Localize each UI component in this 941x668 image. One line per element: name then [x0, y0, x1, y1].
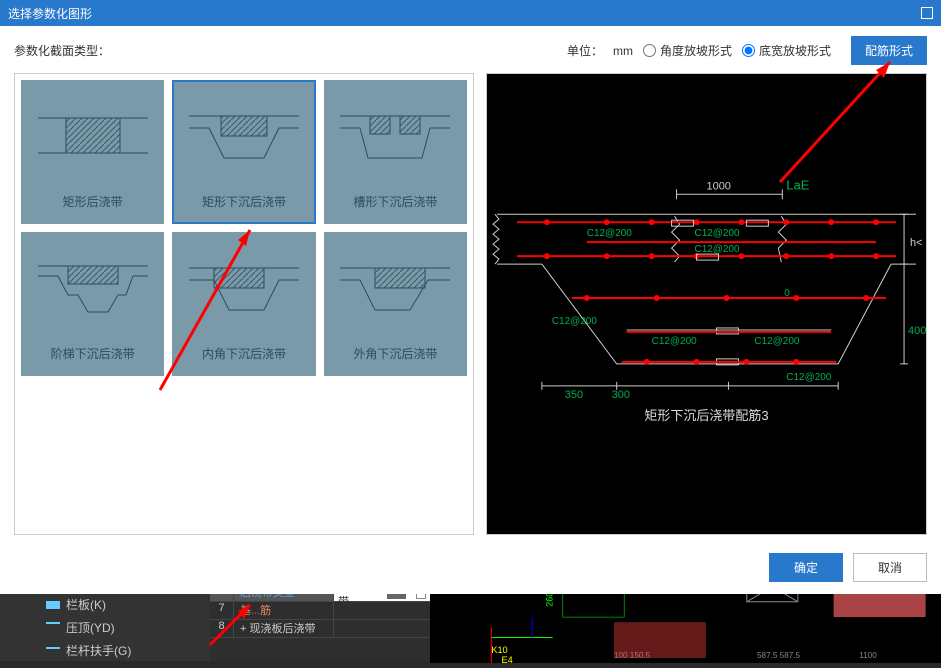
- tile-label: 内角下沉后浇带: [202, 331, 286, 376]
- svg-text:1000: 1000: [707, 180, 731, 192]
- preview-caption: 矩形下沉后浇带配筋3: [644, 405, 768, 424]
- shape-tile[interactable]: 内角下沉后浇带: [172, 232, 315, 376]
- svg-text:LaE: LaE: [786, 177, 809, 192]
- toolbar: 参数化截面类型： 单位： mm 角度放坡形式 底宽放坡形式 配筋形式: [0, 26, 941, 73]
- svg-text:C12@200: C12@200: [754, 336, 799, 347]
- svg-text:E4: E4: [502, 655, 513, 663]
- tile-thumbnail-icon: [38, 108, 148, 168]
- tile-label: 矩形下沉后浇带: [202, 179, 286, 224]
- unit-label: 单位：: [567, 42, 603, 59]
- slope-width-radio[interactable]: 底宽放坡形式: [742, 42, 831, 59]
- svg-text:C12@200: C12@200: [695, 228, 740, 239]
- tree-item[interactable]: 栏杆扶手(G): [46, 639, 210, 662]
- dialog-title: 选择参数化图形: [8, 5, 92, 22]
- cancel-button[interactable]: 取消: [853, 553, 927, 582]
- tile-thumbnail-icon: [189, 260, 299, 320]
- svg-text:C12@200: C12@200: [587, 228, 632, 239]
- shape-gallery: 矩形后浇带 矩形下沉后浇带 槽形下沉后浇带阶梯下沉后浇带 内角下沉后浇带 外角下沉后浇带: [14, 73, 474, 535]
- maximize-icon[interactable]: [921, 7, 933, 19]
- svg-text:h<: h<: [910, 237, 923, 249]
- dialog-footer: 确定 取消: [0, 545, 941, 594]
- svg-text:350: 350: [565, 389, 583, 401]
- section-type-label: 参数化截面类型：: [14, 42, 110, 59]
- shape-tile[interactable]: 矩形后浇带: [21, 80, 164, 224]
- shape-tile[interactable]: 阶梯下沉后浇带: [21, 232, 164, 376]
- svg-text:587.5 587.5: 587.5 587.5: [757, 651, 801, 660]
- shape-tile[interactable]: 槽形下沉后浇带: [324, 80, 467, 224]
- ok-button[interactable]: 确定: [769, 553, 843, 582]
- svg-text:C12@200: C12@200: [552, 316, 597, 327]
- svg-text:0: 0: [784, 288, 790, 299]
- tree-item[interactable]: 压顶(YD): [46, 616, 210, 639]
- svg-text:1100: 1100: [859, 651, 877, 660]
- tile-label: 槽形下沉后浇带: [353, 179, 437, 224]
- shape-tile[interactable]: 外角下沉后浇带: [324, 232, 467, 376]
- svg-text:C12@200: C12@200: [652, 336, 697, 347]
- tile-label: 矩形后浇带: [63, 179, 123, 224]
- svg-text:C12@200: C12@200: [695, 244, 740, 255]
- title-bar: 选择参数化图形: [0, 0, 941, 26]
- tile-thumbnail-icon: [189, 108, 299, 168]
- tile-label: 阶梯下沉后浇带: [51, 331, 135, 376]
- tile-thumbnail-icon: [340, 108, 450, 168]
- tree-item[interactable]: 栏板(K): [46, 593, 210, 616]
- svg-text:400: 400: [908, 325, 926, 337]
- preview-canvas: 1000 LaE: [486, 73, 927, 535]
- tile-thumbnail-icon: [38, 260, 148, 320]
- svg-text:K10: K10: [491, 645, 507, 655]
- table-row[interactable]: 7基...筋: [210, 602, 430, 620]
- shape-tile[interactable]: 矩形下沉后浇带: [172, 80, 315, 224]
- slope-angle-radio[interactable]: 角度放坡形式: [643, 42, 732, 59]
- table-row[interactable]: 8+ 现浇板后浇带: [210, 620, 430, 638]
- parametric-shape-dialog: 选择参数化图形 参数化截面类型： 单位： mm 角度放坡形式 底宽放坡形式 配筋…: [0, 0, 941, 594]
- tile-label: 外角下沉后浇带: [353, 331, 437, 376]
- rebar-form-button[interactable]: 配筋形式: [851, 36, 927, 65]
- tile-thumbnail-icon: [340, 260, 450, 320]
- unit-group: 单位： mm 角度放坡形式 底宽放坡形式: [567, 42, 831, 59]
- svg-text:C12@200: C12@200: [786, 372, 831, 383]
- unit-value: mm: [613, 44, 633, 58]
- svg-text:300: 300: [612, 389, 630, 401]
